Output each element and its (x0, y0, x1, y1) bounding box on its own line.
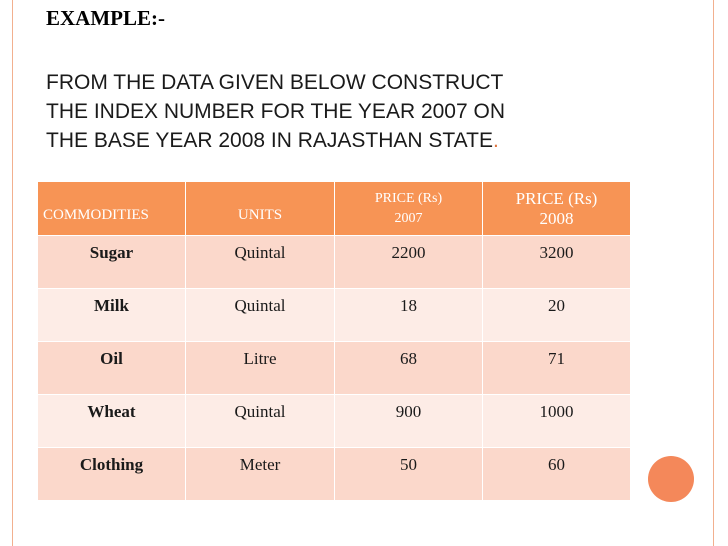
header-commodities: COMMODITIES (37, 181, 186, 236)
table-row: Wheat Quintal 900 1000 (37, 394, 631, 448)
intro-line-3: THE BASE YEAR 2008 IN RAJASTHAN STATE (46, 129, 493, 152)
cell-commodity: Oil (37, 341, 186, 395)
cell-price-2008: 3200 (482, 235, 631, 289)
cell-price-2008: 1000 (482, 394, 631, 448)
cell-unit: Litre (185, 341, 335, 395)
cell-price-2007: 50 (334, 447, 483, 501)
cell-commodity: Clothing (37, 447, 186, 501)
cell-price-2007: 18 (334, 288, 483, 342)
frame-right-line (713, 0, 714, 546)
slide-title: EXAMPLE:- (46, 6, 165, 30)
cell-price-2008: 71 (482, 341, 631, 395)
decorative-circle (648, 456, 694, 502)
cell-unit: Quintal (185, 235, 335, 289)
frame-left-line (12, 0, 13, 546)
table-header-row: COMMODITIES UNITS PRICE (Rs) 2007 PRICE … (37, 181, 631, 236)
table-row: Milk Quintal 18 20 (37, 288, 631, 342)
header-price-2007: PRICE (Rs) 2007 (334, 181, 483, 236)
cell-price-2007: 900 (334, 394, 483, 448)
table-row: Clothing Meter 50 60 (37, 447, 631, 501)
header-price-2008: PRICE (Rs) 2008 (482, 181, 631, 236)
cell-commodity: Sugar (37, 235, 186, 289)
cell-price-2007: 2200 (334, 235, 483, 289)
intro-text: FROM THE DATA GIVEN BELOW CONSTRUCT THE … (46, 68, 646, 155)
cell-price-2008: 20 (482, 288, 631, 342)
table-row: Sugar Quintal 2200 3200 (37, 235, 631, 289)
header-units: UNITS (185, 181, 335, 236)
table-row: Oil Litre 68 71 (37, 341, 631, 395)
cell-unit: Meter (185, 447, 335, 501)
price-table: COMMODITIES UNITS PRICE (Rs) 2007 PRICE … (37, 181, 631, 501)
intro-period: . (492, 129, 499, 152)
cell-price-2007: 68 (334, 341, 483, 395)
cell-unit: Quintal (185, 288, 335, 342)
cell-price-2008: 60 (482, 447, 631, 501)
cell-commodity: Milk (37, 288, 186, 342)
cell-commodity: Wheat (37, 394, 186, 448)
intro-line-2: THE INDEX NUMBER FOR THE YEAR 2007 ON (46, 100, 505, 123)
cell-unit: Quintal (185, 394, 335, 448)
intro-line-1: FROM THE DATA GIVEN BELOW CONSTRUCT (46, 71, 504, 94)
